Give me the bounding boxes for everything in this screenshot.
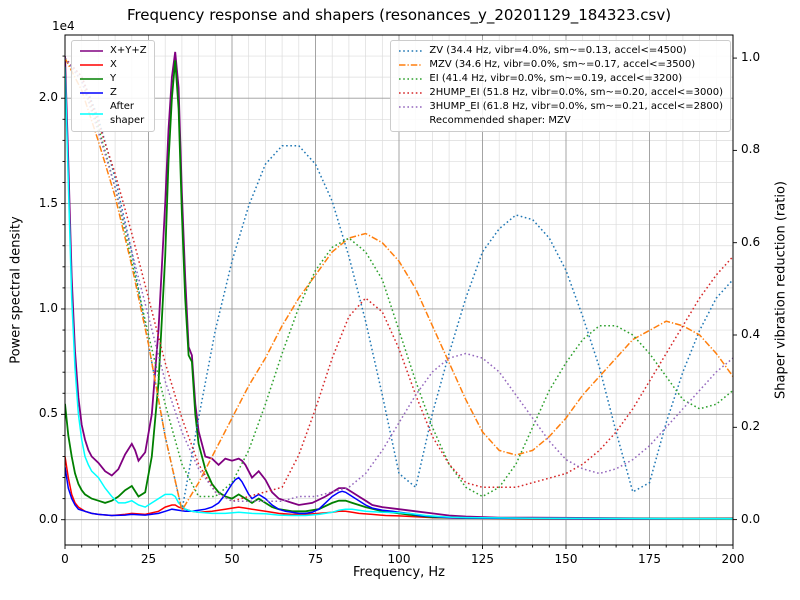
psd-legend: X+Y+Z X Y Z After shaper (71, 40, 155, 132)
legend-label: Recommended shaper: MZV (429, 115, 571, 126)
legend-line-sample-icon (399, 50, 423, 52)
x-tick-label: 100 (387, 552, 411, 566)
series-3HUMP_EI (65, 57, 733, 502)
x-tick-label: 125 (471, 552, 494, 566)
legend-item: Z (79, 86, 147, 100)
legend-line-sample-icon (399, 64, 423, 66)
legend-line-sample-icon (399, 78, 423, 80)
x-tick-label: 0 (61, 552, 69, 566)
y-left-tick-label: 1.0 (38, 300, 58, 315)
series-After shaper (65, 66, 733, 520)
legend-line-sample-icon (80, 64, 103, 66)
legend-item: Y (79, 72, 147, 86)
series-Z (65, 466, 733, 520)
legend-line-sample-icon (399, 106, 423, 108)
x-tick-label: 175 (638, 552, 661, 566)
legend-label: After shaper (110, 101, 145, 126)
series-EI (65, 57, 733, 498)
y-left-tick-label: 2.0 (38, 90, 58, 105)
x-tick-label: 25 (140, 552, 157, 566)
x-tick-label: 150 (554, 552, 578, 566)
legend-label: Y (110, 73, 117, 84)
shaper-legend: ZV (34.4 Hz, vibr=4.0%, sm~=0.13, accel<… (390, 40, 731, 132)
series-2HUMP_EI (65, 57, 733, 503)
legend-item: X+Y+Z (79, 44, 147, 58)
legend-label: EI (41.4 Hz, vibr=0.0%, sm~=0.19, accel<… (429, 73, 683, 84)
legend-line-sample-icon (399, 92, 423, 94)
legend-blank-handle (398, 115, 423, 127)
y-left-tick-label: 0.0 (38, 511, 58, 526)
series-X+Y+Z (65, 51, 733, 520)
y-left-tick-label: 0.5 (38, 406, 58, 421)
x-tick-label: 50 (224, 552, 240, 566)
y-right-tick-label: 0.0 (741, 511, 761, 526)
legend-label: MZV (34.6 Hz, vibr=0.0%, sm~=0.17, accel… (429, 59, 696, 70)
legend-label: 2HUMP_EI (51.8 Hz, vibr=0.0%, sm~=0.20, … (429, 87, 723, 98)
series-Y (65, 60, 733, 520)
legend-item: X (79, 58, 147, 72)
chart-title: Frequency response and shapers (resonanc… (126, 6, 672, 24)
legend-label: 3HUMP_EI (61.8 Hz, vibr=0.0%, sm~=0.21, … (429, 101, 723, 112)
series-MZV (65, 57, 733, 513)
legend-line-sample-icon (80, 113, 103, 115)
legend-item: Recommended shaper: MZV (398, 114, 723, 128)
right-y-axis-label: Shaper vibration reduction (ratio) (773, 181, 789, 399)
legend-label: X+Y+Z (110, 45, 147, 56)
legend-label: ZV (34.4 Hz, vibr=4.0%, sm~=0.13, accel<… (429, 45, 687, 56)
legend-item: EI (41.4 Hz, vibr=0.0%, sm~=0.19, accel<… (398, 72, 723, 86)
series-ZV (65, 57, 733, 511)
legend-label: Z (110, 87, 117, 98)
legend-line-sample-icon (80, 92, 103, 94)
y-right-tick-label: 0.4 (741, 327, 761, 341)
legend-item: After shaper (79, 100, 147, 128)
legend-item: MZV (34.6 Hz, vibr=0.0%, sm~=0.17, accel… (398, 58, 723, 72)
x-tick-label: 200 (721, 552, 745, 566)
legend-label: X (110, 59, 117, 70)
legend-item: 3HUMP_EI (61.8 Hz, vibr=0.0%, sm~=0.21, … (398, 100, 723, 114)
legend-item: ZV (34.4 Hz, vibr=4.0%, sm~=0.13, accel<… (398, 44, 723, 58)
left-y-axis-label: Power spectral density (8, 216, 24, 364)
legend-line-sample-icon (80, 50, 103, 52)
y-right-tick-label: 1.0 (741, 50, 761, 65)
y-right-tick-label: 0.6 (741, 234, 761, 249)
y-right-tick-label: 0.2 (741, 419, 761, 434)
y-left-tick-label: 1.5 (38, 195, 58, 210)
y-right-tick-label: 0.8 (741, 142, 761, 157)
x-axis-label: Frequency, Hz (352, 565, 446, 580)
y-axis-offset-label: 1e4 (52, 19, 75, 33)
legend-item: 2HUMP_EI (51.8 Hz, vibr=0.0%, sm~=0.20, … (398, 86, 723, 100)
legend-line-sample-icon (80, 78, 103, 80)
x-tick-label: 75 (307, 552, 324, 566)
